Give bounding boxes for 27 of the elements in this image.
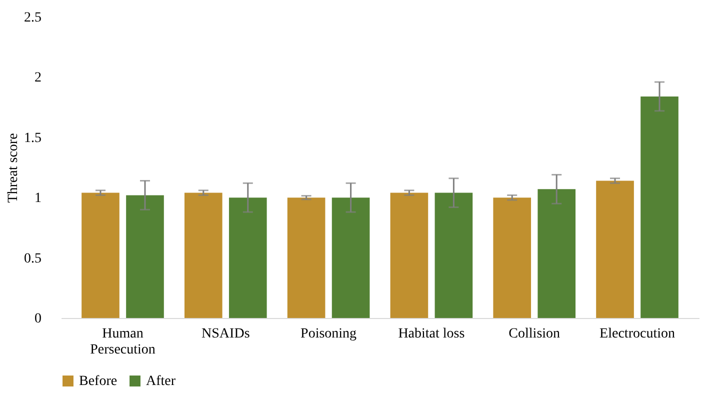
y-tick-label: 0 bbox=[34, 312, 42, 326]
bar bbox=[390, 192, 428, 318]
bar bbox=[82, 192, 120, 318]
y-tick-label: 1.5 bbox=[24, 130, 42, 146]
y-tick-label: 1 bbox=[34, 191, 42, 206]
bar bbox=[640, 96, 678, 318]
bar bbox=[184, 192, 222, 318]
x-tick-label: Collision bbox=[508, 326, 560, 342]
y-tick-label: 2.5 bbox=[24, 10, 42, 26]
y-tick-label: 2 bbox=[34, 70, 42, 86]
bar bbox=[287, 198, 326, 318]
y-tick-label: 0.5 bbox=[24, 251, 42, 266]
bar bbox=[538, 189, 576, 318]
x-tick-label: Habitat loss bbox=[398, 326, 465, 342]
bar bbox=[126, 195, 164, 318]
x-tick-label: NSAIDs bbox=[202, 326, 250, 342]
bar bbox=[434, 192, 473, 318]
legend-label: After bbox=[146, 374, 176, 389]
x-tick-label: Poisoning bbox=[300, 326, 357, 342]
legend-label: Before bbox=[79, 374, 118, 389]
y-axis-title: Threat score bbox=[6, 133, 21, 203]
bar bbox=[596, 180, 634, 318]
x-tick-label: Human Persecution bbox=[90, 326, 156, 358]
bar bbox=[332, 198, 370, 318]
x-tick-label: Electrocution bbox=[600, 326, 675, 342]
bar bbox=[228, 198, 267, 318]
bar bbox=[493, 198, 532, 318]
